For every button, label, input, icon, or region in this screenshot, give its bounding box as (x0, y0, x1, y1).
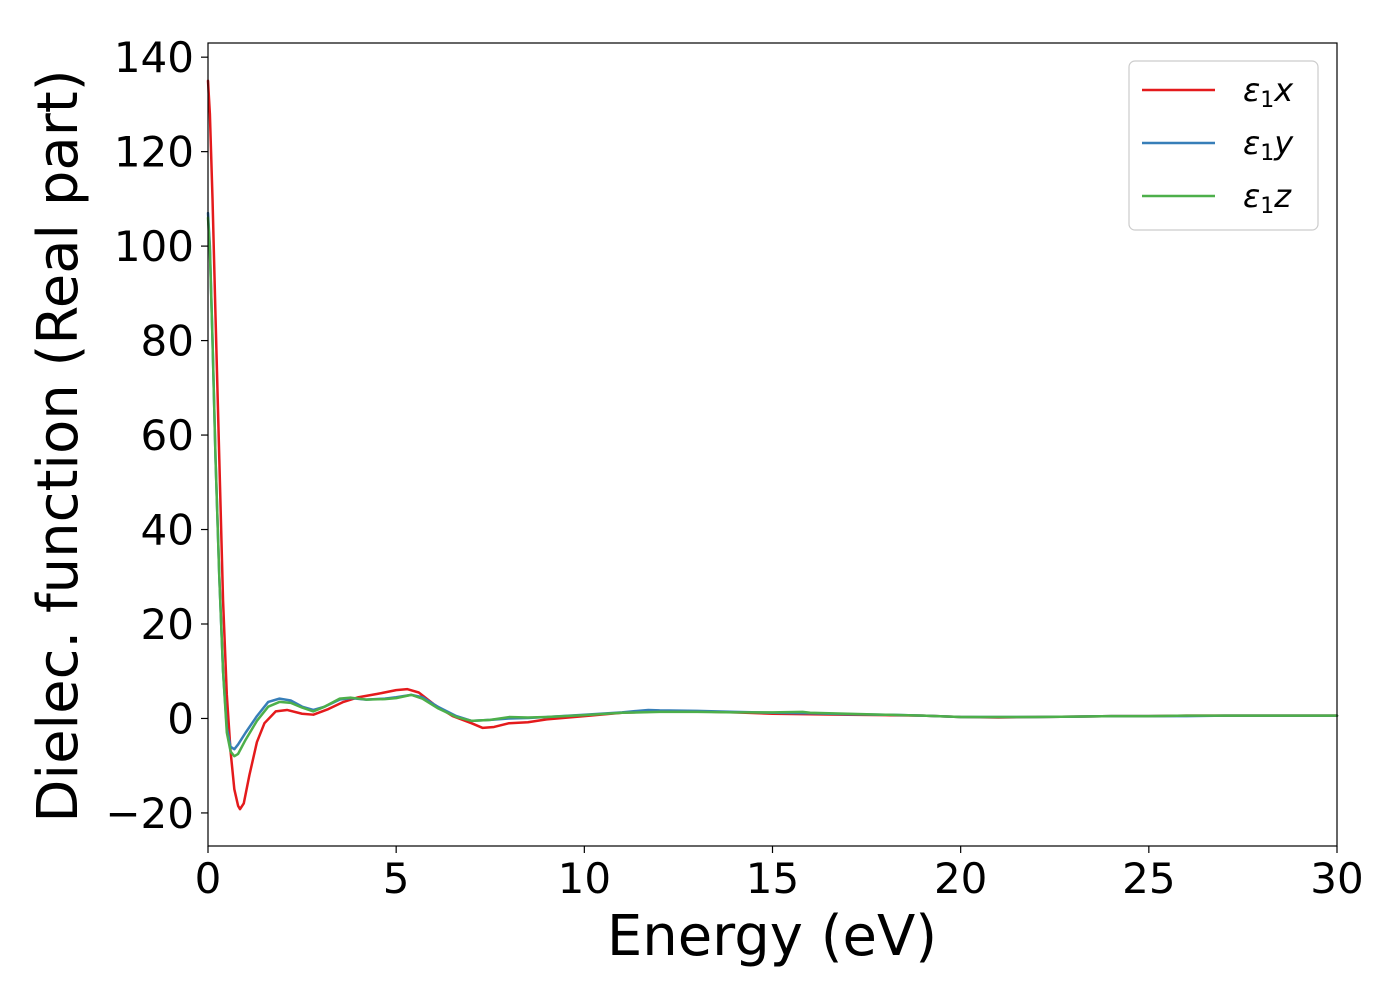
x-tick-label: 20 (934, 854, 987, 903)
series-line-z (206, 216, 1339, 758)
x-tick-label: 25 (1122, 854, 1175, 903)
x-tick-label: 30 (1310, 854, 1363, 903)
legend-box (1128, 60, 1319, 231)
x-tick-label: 5 (383, 854, 410, 903)
y-tick-label: 120 (114, 128, 194, 177)
y-tick-label: −20 (105, 789, 194, 838)
x-tick-label: 15 (746, 854, 799, 903)
series-layer (206, 79, 1339, 811)
y-axis-ticks: −20 0 20 40 60 80 100 120 140 (105, 33, 208, 838)
legend-label-z: ε1z (1243, 177, 1292, 219)
y-tick-label: 0 (167, 694, 194, 743)
x-axis-ticks: 0 5 10 15 20 25 30 (195, 846, 1364, 903)
x-axis-label: Energy (eV) (607, 904, 937, 969)
legend: ε1x ε1y ε1z (1128, 60, 1319, 231)
y-tick-label: 140 (114, 33, 194, 82)
y-tick-label: 60 (141, 411, 194, 460)
legend-label-x: ε1x (1243, 71, 1294, 113)
y-axis-label: Dielec. function (Real part) (26, 69, 91, 822)
x-tick-label: 10 (558, 854, 611, 903)
y-tick-label: 100 (114, 222, 194, 271)
legend-label-y: ε1y (1243, 124, 1294, 166)
y-tick-label: 40 (141, 506, 194, 555)
x-tick-label: 0 (195, 854, 222, 903)
y-tick-label: 80 (141, 317, 194, 366)
y-tick-label: 20 (141, 600, 194, 649)
